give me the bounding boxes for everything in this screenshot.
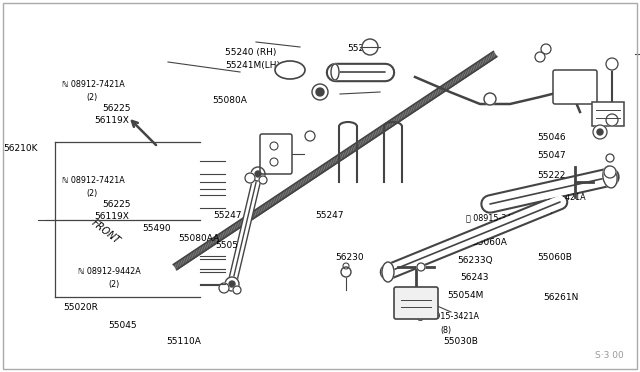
Ellipse shape <box>382 262 394 282</box>
Circle shape <box>233 286 241 294</box>
Text: 56225: 56225 <box>102 199 131 208</box>
Text: ℕ 08912-9442A: ℕ 08912-9442A <box>78 267 141 276</box>
Text: 55047: 55047 <box>537 151 566 160</box>
Text: 55020R: 55020R <box>63 304 98 312</box>
FancyBboxPatch shape <box>553 70 597 104</box>
Text: FRONT: FRONT <box>90 218 122 246</box>
Text: (4): (4) <box>542 205 553 215</box>
Text: 55247: 55247 <box>213 211 241 219</box>
Text: Ⓟ 08915-3421A: Ⓟ 08915-3421A <box>418 311 479 321</box>
Circle shape <box>606 58 618 70</box>
Text: 56119X: 56119X <box>94 212 129 221</box>
Circle shape <box>606 114 618 126</box>
Text: 55046: 55046 <box>537 132 566 141</box>
Text: (8): (8) <box>440 326 451 334</box>
FancyBboxPatch shape <box>260 134 292 174</box>
Text: ℕ 08911-2421A: ℕ 08911-2421A <box>523 192 586 202</box>
Circle shape <box>316 88 324 96</box>
Circle shape <box>417 263 425 271</box>
Circle shape <box>343 263 349 269</box>
Text: 55054M: 55054M <box>447 292 483 301</box>
Circle shape <box>225 277 239 291</box>
Circle shape <box>229 281 235 287</box>
Circle shape <box>245 173 255 183</box>
Text: 56230: 56230 <box>335 253 364 263</box>
Ellipse shape <box>331 64 339 80</box>
Text: 55490: 55490 <box>142 224 171 232</box>
Text: 55110A: 55110A <box>166 337 201 346</box>
Text: 55220: 55220 <box>347 44 376 52</box>
Circle shape <box>484 93 496 105</box>
Circle shape <box>259 176 267 184</box>
Text: 56119X: 56119X <box>94 115 129 125</box>
Text: 55052: 55052 <box>215 241 244 250</box>
Circle shape <box>541 44 551 54</box>
Circle shape <box>305 131 315 141</box>
Text: 55060B: 55060B <box>537 253 572 263</box>
Text: 55222: 55222 <box>537 170 565 180</box>
Text: 55080A: 55080A <box>212 96 247 105</box>
Text: 55241M(LH): 55241M(LH) <box>225 61 280 70</box>
Circle shape <box>593 125 607 139</box>
Circle shape <box>597 129 603 135</box>
Circle shape <box>270 142 278 150</box>
Text: 56243: 56243 <box>460 273 488 282</box>
Text: 55240 (RH): 55240 (RH) <box>225 48 276 57</box>
Text: 56210K: 56210K <box>3 144 38 153</box>
Text: 56261N: 56261N <box>543 294 579 302</box>
Text: ℕ 08912-7421A: ℕ 08912-7421A <box>62 80 125 89</box>
Circle shape <box>341 267 351 277</box>
Circle shape <box>270 158 278 166</box>
Text: 56233Q: 56233Q <box>457 256 493 264</box>
Text: (2): (2) <box>86 93 97 102</box>
Text: (4): (4) <box>488 225 499 234</box>
Ellipse shape <box>275 61 305 79</box>
Circle shape <box>604 166 616 178</box>
Text: 55060A: 55060A <box>472 237 507 247</box>
Circle shape <box>362 39 378 55</box>
Text: 55247: 55247 <box>315 211 344 219</box>
Text: 55080AA: 55080AA <box>178 234 220 243</box>
Circle shape <box>535 52 545 62</box>
FancyBboxPatch shape <box>394 287 438 319</box>
Circle shape <box>606 154 614 162</box>
Ellipse shape <box>603 166 617 188</box>
Text: 55045: 55045 <box>108 321 136 330</box>
FancyBboxPatch shape <box>592 102 624 126</box>
Circle shape <box>251 167 265 181</box>
Circle shape <box>219 283 229 293</box>
Circle shape <box>312 84 328 100</box>
Text: 56225: 56225 <box>102 103 131 112</box>
Text: 55030B: 55030B <box>443 337 478 346</box>
Text: S·3 00: S·3 00 <box>595 351 624 360</box>
Text: (2): (2) <box>86 189 97 198</box>
Text: (2): (2) <box>108 280 119 289</box>
Text: ℕ 08912-7421A: ℕ 08912-7421A <box>62 176 125 185</box>
Circle shape <box>255 171 261 177</box>
Text: Ⓟ 08915-3421A: Ⓟ 08915-3421A <box>466 214 527 222</box>
